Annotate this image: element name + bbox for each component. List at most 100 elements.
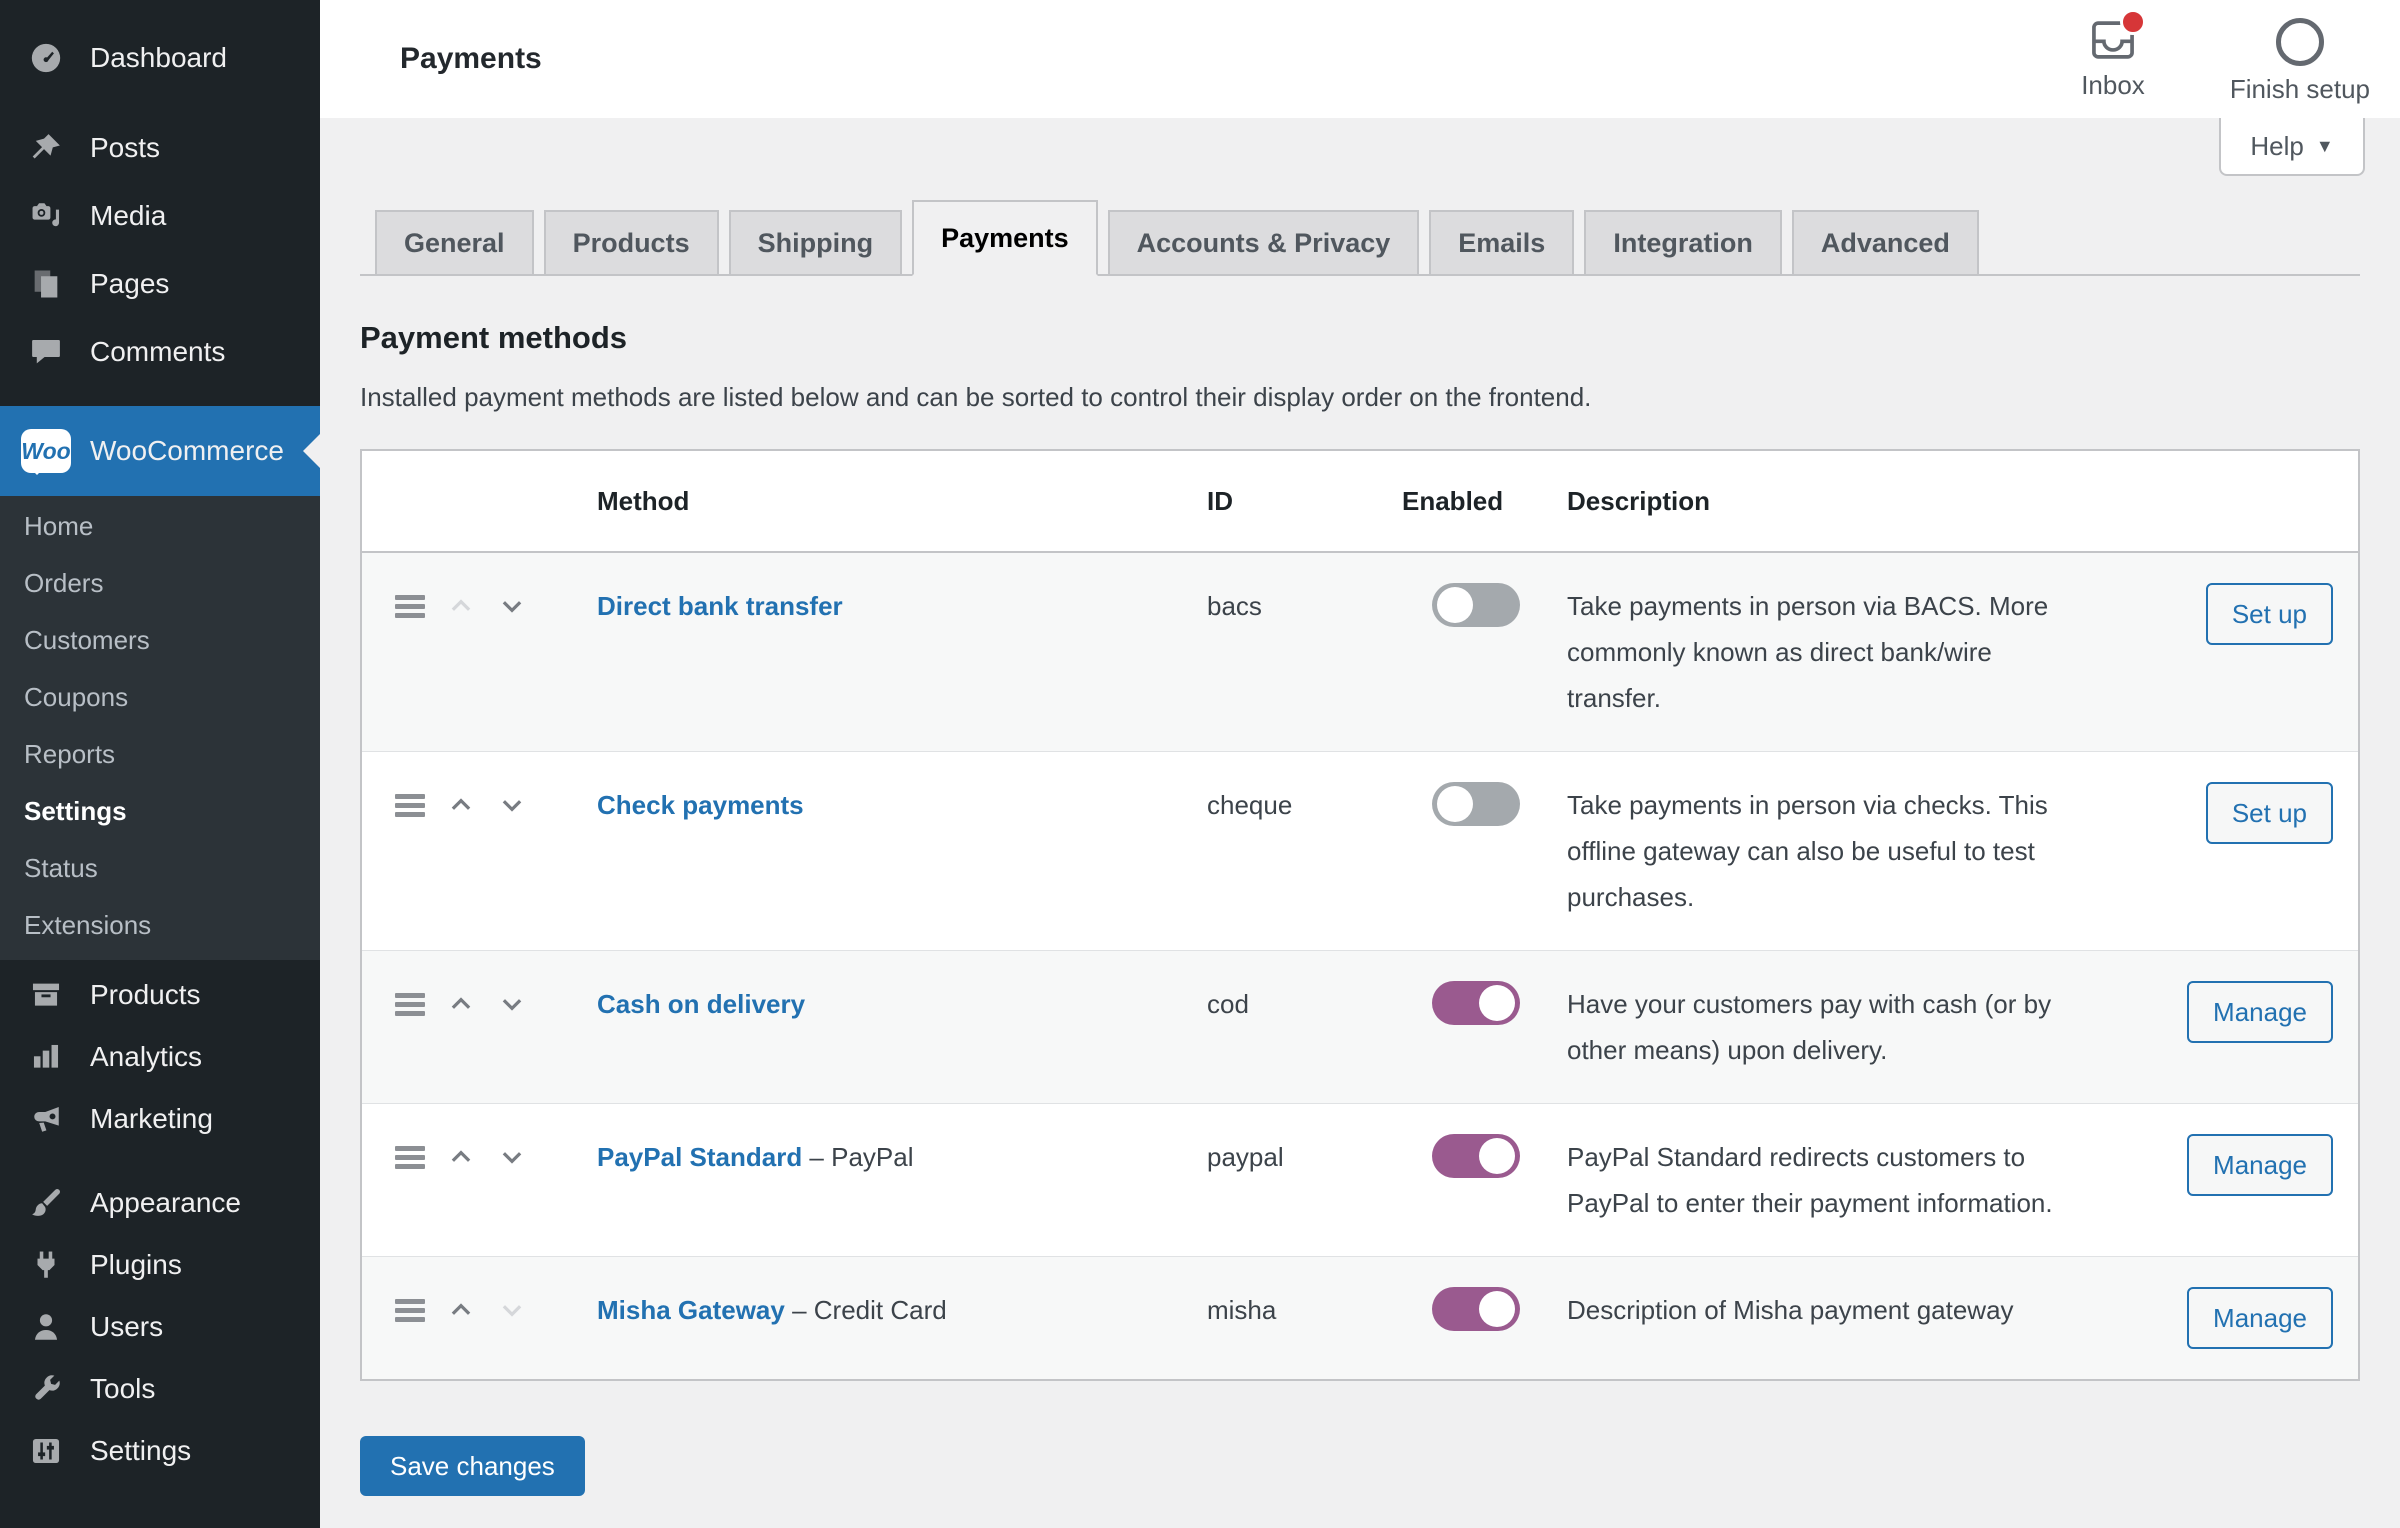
setup-button[interactable]: Set up [2205,583,2333,645]
sidebar-item-label: Pages [90,268,170,299]
table-row: Misha Gateway – Credit Card misha Descri… [362,1256,2358,1379]
sidebar-item-dashboard[interactable]: Dashboard [0,24,320,92]
sidebar-subitem-settings[interactable]: Settings [24,796,127,826]
method-id: cod [1207,989,1249,1019]
sidebar-item-analytics[interactable]: Analytics [0,1026,320,1088]
move-down-button[interactable] [497,1295,527,1325]
sidebar-item-woocommerce[interactable]: Woo WooCommerce [0,406,320,496]
sidebar-subitem-reports[interactable]: Reports [24,739,116,769]
help-label: Help [2250,130,2304,161]
inbox-button[interactable]: Inbox [2081,8,2146,101]
camera-icon [26,199,66,233]
sidebar-item-comments[interactable]: Comments [0,318,320,386]
sidebar-item-posts[interactable]: Posts [0,114,320,182]
setup-button[interactable]: Set up [2205,782,2333,844]
help-button[interactable]: Help ▼ [2219,118,2365,176]
move-up-button[interactable] [446,1295,476,1325]
method-id: paypal [1207,1142,1284,1172]
drag-handle-icon[interactable] [395,989,425,1020]
notification-dot [2120,8,2146,35]
inbox-icon [2087,8,2146,66]
move-up-button[interactable] [446,989,476,1019]
bar-chart-icon [26,1040,66,1074]
plug-icon [26,1248,66,1282]
manage-button[interactable]: Manage [2187,1287,2333,1349]
move-down-button[interactable] [497,1142,527,1172]
table-row: Cash on delivery cod Have your customers… [362,950,2358,1103]
method-link[interactable]: Cash on delivery [597,989,806,1019]
move-up-button[interactable] [446,790,476,820]
finish-setup-button[interactable]: Finish setup [2230,14,2370,105]
method-description: Take payments in person via checks. This… [1567,790,2048,912]
drag-handle-icon[interactable] [395,790,425,821]
sidebar-item-products[interactable]: Products [0,964,320,1026]
woocommerce-icon: Woo [21,429,71,475]
sidebar-item-plugins[interactable]: Plugins [0,1234,320,1296]
sidebar-item-marketing[interactable]: Marketing [0,1088,320,1150]
tab-advanced[interactable]: Advanced [1791,210,1979,274]
sidebar-subitem-extensions[interactable]: Extensions [24,910,152,940]
enabled-toggle[interactable] [1432,782,1520,826]
method-suffix: – Credit Card [784,1295,947,1325]
method-link[interactable]: Check payments [597,790,804,820]
enabled-toggle[interactable] [1432,583,1520,627]
tab-general[interactable]: General [375,210,534,274]
comment-icon [26,335,66,369]
sidebar-subitem-home[interactable]: Home [24,511,94,541]
header-enabled: Enabled [1402,485,1504,516]
sidebar-subitem-status[interactable]: Status [24,853,98,883]
enabled-toggle[interactable] [1432,1287,1520,1331]
manage-button[interactable]: Manage [2187,1134,2333,1196]
sidebar-item-label: Tools [90,1373,156,1404]
tab-integration[interactable]: Integration [1584,210,1782,274]
sidebar-subitem-coupons[interactable]: Coupons [24,682,129,712]
drag-handle-icon[interactable] [395,1295,425,1326]
move-up-button[interactable] [446,1142,476,1172]
settings-content: General Products Shipping Payments Accou… [320,118,2400,1528]
dashboard-icon [26,41,66,75]
main-area: Payments Inbox Finish setup Help ▼ [320,0,2400,1528]
method-link[interactable]: PayPal Standard [597,1142,803,1172]
drag-handle-icon[interactable] [395,1142,425,1173]
method-link[interactable]: Direct bank transfer [597,591,843,621]
topbar-actions: Inbox Finish setup [2081,8,2370,105]
table-row: Check payments cheque Take payments in p… [362,751,2358,950]
move-down-button[interactable] [497,989,527,1019]
archive-box-icon [26,978,66,1012]
user-icon [26,1310,66,1344]
wrench-icon [26,1372,66,1406]
section-description: Installed payment methods are listed bel… [360,382,1592,412]
tab-emails[interactable]: Emails [1429,210,1575,274]
sidebar-item-label: Analytics [90,1041,203,1072]
method-link[interactable]: Misha Gateway [597,1295,785,1325]
method-suffix: – PayPal [802,1142,914,1172]
manage-button[interactable]: Manage [2187,981,2333,1043]
sidebar-subitem-orders[interactable]: Orders [24,568,104,598]
move-down-button[interactable] [497,790,527,820]
sidebar-item-users[interactable]: Users [0,1296,320,1358]
sidebar-item-settings[interactable]: Settings [0,1420,320,1482]
drag-handle-icon[interactable] [395,591,425,622]
move-down-button[interactable] [497,591,527,621]
sidebar-item-appearance[interactable]: Appearance [0,1172,320,1234]
sidebar-item-pages[interactable]: Pages [0,250,320,318]
sidebar-subitem-customers[interactable]: Customers [24,625,150,655]
enabled-toggle[interactable] [1432,1134,1520,1178]
sidebar-item-label: WooCommerce [90,435,284,466]
sidebar-item-media[interactable]: Media [0,182,320,250]
sidebar-item-label: Appearance [90,1187,242,1218]
tab-accounts-privacy[interactable]: Accounts & Privacy [1107,210,1420,274]
tab-shipping[interactable]: Shipping [728,210,903,274]
payment-methods-table: Method ID Enabled Description Direct ban… [360,449,2360,1381]
sidebar-item-label: Dashboard [90,42,227,73]
tab-payments[interactable]: Payments [912,200,1098,276]
enabled-toggle[interactable] [1432,981,1520,1025]
megaphone-icon [26,1102,66,1136]
move-up-button[interactable] [446,591,476,621]
sidebar-item-tools[interactable]: Tools [0,1358,320,1420]
header-description: Description [1567,485,1711,516]
header-id: ID [1207,485,1233,516]
save-changes-button[interactable]: Save changes [360,1436,585,1496]
tab-products[interactable]: Products [543,210,719,274]
method-description: PayPal Standard redirects customers to P… [1567,1142,2053,1218]
